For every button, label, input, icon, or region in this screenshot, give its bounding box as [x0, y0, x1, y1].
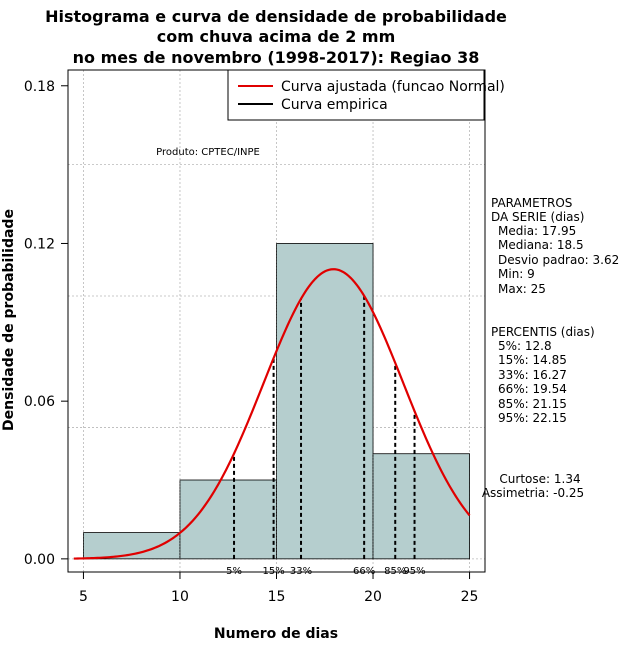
percentile-text-line: 15%: 14.85	[498, 353, 567, 367]
y-tick-label: 0.06	[24, 394, 55, 410]
percentile-label: 33%	[290, 566, 312, 577]
parameter-line: Media: 17.95	[498, 224, 576, 238]
x-tick-label: 10	[171, 589, 189, 605]
histogram-bar	[276, 243, 374, 560]
histogram-bars	[83, 243, 470, 560]
y-tick-label: 0.12	[24, 236, 55, 252]
percentiles-panel: PERCENTIS (dias) 5%: 12.8 15%: 14.85 33%…	[491, 325, 595, 425]
percentile-label: 15%	[262, 566, 284, 577]
percentiles-heading: PERCENTIS (dias)	[491, 325, 595, 339]
percentile-label: 5%	[226, 566, 242, 577]
x-tick-label: 15	[268, 589, 286, 605]
parameter-line: Max: 25	[498, 282, 546, 296]
legend-box	[227, 69, 485, 121]
normal-curve	[73, 268, 471, 560]
percentile-text-line: 95%: 22.15	[498, 411, 567, 425]
parameters-heading-2: DA SERIE (dias)	[491, 210, 584, 224]
chart-title-line-1: Histograma e curva de densidade de proba…	[45, 7, 507, 26]
legend: Curva ajustada (funcao Normal) Curva emp…	[227, 69, 505, 121]
axes-layer: 5 10 15 20 25 0.00 0.06 0.12 0.18	[24, 79, 479, 605]
legend-label-fitted: Curva ajustada (funcao Normal)	[281, 79, 505, 95]
parameters-heading-1: PARAMETROS	[491, 196, 572, 210]
histogram-bar	[372, 453, 470, 560]
parameter-line: Desvio padrao: 3.62	[498, 253, 619, 267]
percentile-label: 85%	[384, 566, 406, 577]
parameter-line: Min: 9	[498, 267, 535, 281]
percentile-label: 66%	[353, 566, 375, 577]
percentile-text-line: 5%: 12.8	[498, 339, 552, 353]
y-axis-label: Densidade de probabilidade	[1, 209, 17, 431]
parameter-line: Mediana: 18.5	[498, 238, 584, 252]
stats-panel: Curtose: 1.34 Assimetria: -0.25	[482, 472, 584, 500]
y-tick-label: 0.18	[24, 79, 55, 95]
chart-title-line-2: com chuva acima de 2 mm	[157, 27, 396, 46]
x-tick-label: 20	[364, 589, 382, 605]
kurtosis-text: Curtose: 1.34	[499, 472, 580, 486]
x-tick-label: 5	[79, 589, 88, 605]
skewness-text: Assimetria: -0.25	[482, 486, 584, 500]
curve-layer	[73, 268, 471, 560]
percentile-text-line: 33%: 16.27	[498, 368, 567, 382]
y-tick-label: 0.00	[24, 552, 55, 568]
x-tick-label: 25	[461, 589, 479, 605]
credit-text: Produto: CPTEC/INPE	[156, 147, 260, 158]
percentile-text-line: 85%: 21.15	[498, 397, 567, 411]
percentile-label: 95%	[403, 566, 425, 577]
chart-title-line-3: no mes de novembro (1998-2017): Regiao 3…	[73, 48, 480, 67]
x-axis-label: Numero de dias	[214, 626, 338, 642]
parameters-panel: PARAMETROS DA SERIE (dias) Media: 17.95 …	[491, 196, 619, 296]
percentile-lines: 5% 15% 33% 66% 85%95%	[226, 295, 426, 577]
percentile-text-line: 66%: 19.54	[498, 382, 567, 396]
legend-label-empirical: Curva empirica	[281, 97, 388, 113]
